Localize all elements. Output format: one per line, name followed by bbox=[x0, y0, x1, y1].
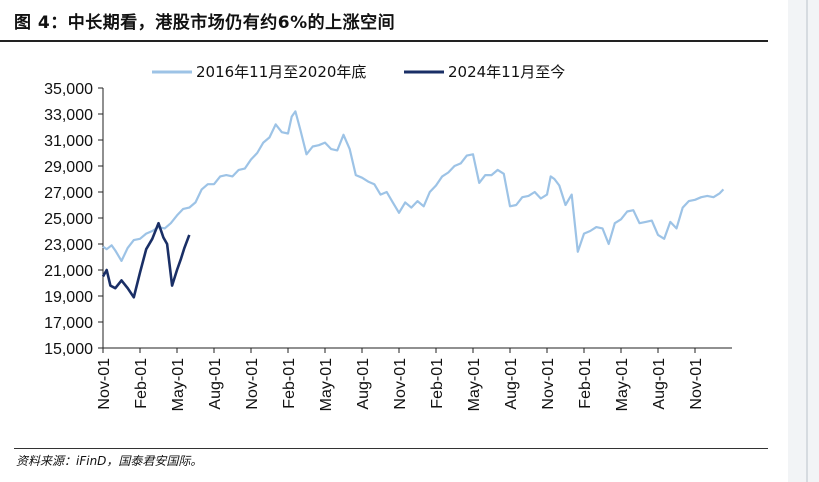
x-tick-label: May-01 bbox=[170, 358, 187, 411]
x-tick-label: May-01 bbox=[614, 358, 631, 411]
series-line-1 bbox=[102, 110, 725, 262]
footer-divider bbox=[14, 448, 768, 449]
x-tick-label: Aug-01 bbox=[651, 358, 668, 410]
x-tick-label: Feb-01 bbox=[577, 358, 594, 409]
y-tick-label: 25,000 bbox=[44, 211, 93, 228]
x-tick-label: May-01 bbox=[318, 358, 335, 411]
source-note: 资料来源：iFinD，国泰君安国际。 bbox=[16, 454, 203, 468]
y-tick-label: 35,000 bbox=[44, 81, 93, 98]
y-tick-label: 17,000 bbox=[44, 315, 93, 332]
y-tick-label: 15,000 bbox=[44, 341, 93, 358]
x-tick-label: Aug-01 bbox=[503, 358, 520, 410]
y-tick-label: 21,000 bbox=[44, 263, 93, 280]
y-tick-label: 33,000 bbox=[44, 107, 93, 124]
x-tick-label: Aug-01 bbox=[355, 358, 372, 410]
x-tick-label: Nov-01 bbox=[244, 358, 261, 410]
series-layer bbox=[101, 110, 725, 299]
y-tick-label: 29,000 bbox=[44, 159, 93, 176]
x-tick-label: Feb-01 bbox=[281, 358, 298, 409]
x-tick-label: Feb-01 bbox=[133, 358, 150, 409]
x-tick-label: Nov-01 bbox=[540, 358, 557, 410]
legend-label-series-2: 2024年11月至今 bbox=[448, 63, 565, 81]
x-tick-label: Nov-01 bbox=[392, 358, 409, 410]
x-tick-label: Feb-01 bbox=[429, 358, 446, 409]
y-tick-label: 19,000 bbox=[44, 289, 93, 306]
x-tick-label: May-01 bbox=[466, 358, 483, 411]
y-axis: 15,000 17,000 19,000 21,000 23,000 25,000 27,0… bbox=[44, 81, 104, 358]
y-tick-label: 23,000 bbox=[44, 237, 93, 254]
title-divider bbox=[0, 40, 768, 42]
line-chart: 2016年11月至2020年底 2024年11月至今 15,00017,0001… bbox=[44, 63, 732, 411]
legend-label-series-1: 2016年11月至2020年底 bbox=[196, 63, 366, 81]
figure-title: 图 4：中长期看，港股市场仍有约6%的上涨空间 bbox=[14, 13, 396, 33]
x-tick-label: Nov-01 bbox=[688, 358, 705, 410]
x-axis: Nov-01 Feb-01 May-01 Aug-01 Nov-01 Feb-01 May-… bbox=[96, 347, 732, 411]
page-margin-strip bbox=[788, 0, 819, 482]
y-tick-label: 31,000 bbox=[44, 133, 93, 150]
series-line-2 bbox=[101, 221, 191, 299]
legend: 2016年11月至2020年底 2024年11月至今 bbox=[152, 63, 565, 81]
x-tick-label: Nov-01 bbox=[96, 358, 113, 410]
x-tick-label: Aug-01 bbox=[207, 358, 224, 410]
y-tick-label: 27,000 bbox=[44, 185, 93, 202]
